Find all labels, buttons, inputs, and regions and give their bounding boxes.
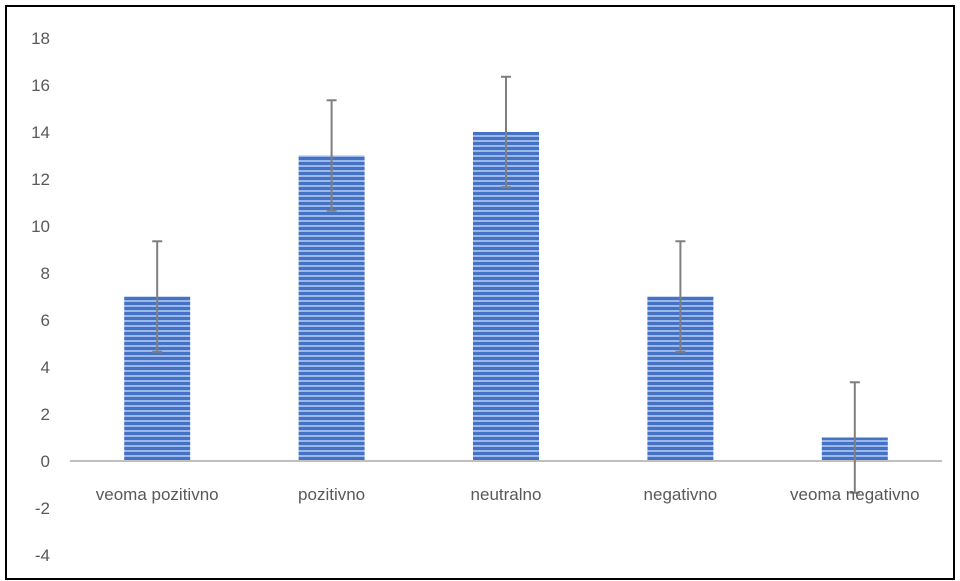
- y-tick-label: 2: [41, 405, 50, 424]
- y-axis-ticks: -4 -2 0 2 4 6 8 10 12 14 16 18: [31, 29, 50, 565]
- y-tick-label: 0: [41, 452, 50, 471]
- error-bars-group: [152, 75, 860, 494]
- x-category-label: negativno: [644, 485, 718, 504]
- y-tick-label: 8: [41, 264, 50, 283]
- x-category-label: pozitivno: [298, 485, 365, 504]
- y-tick-label: -4: [35, 546, 50, 565]
- y-tick-label: 4: [41, 358, 50, 377]
- y-tick-label: 12: [31, 170, 50, 189]
- x-category-label: veoma negativno: [790, 485, 919, 504]
- y-tick-label: -2: [35, 499, 50, 518]
- x-category-label: neutralno: [471, 485, 542, 504]
- y-tick-label: 16: [31, 76, 50, 95]
- y-tick-label: 10: [31, 217, 50, 236]
- x-axis-categories: veoma pozitivno pozitivno neutralno negativ…: [96, 485, 920, 504]
- y-tick-label: 6: [41, 311, 50, 330]
- y-tick-label: 14: [31, 123, 50, 142]
- x-category-label: veoma pozitivno: [96, 485, 219, 504]
- y-tick-label: 18: [31, 29, 50, 48]
